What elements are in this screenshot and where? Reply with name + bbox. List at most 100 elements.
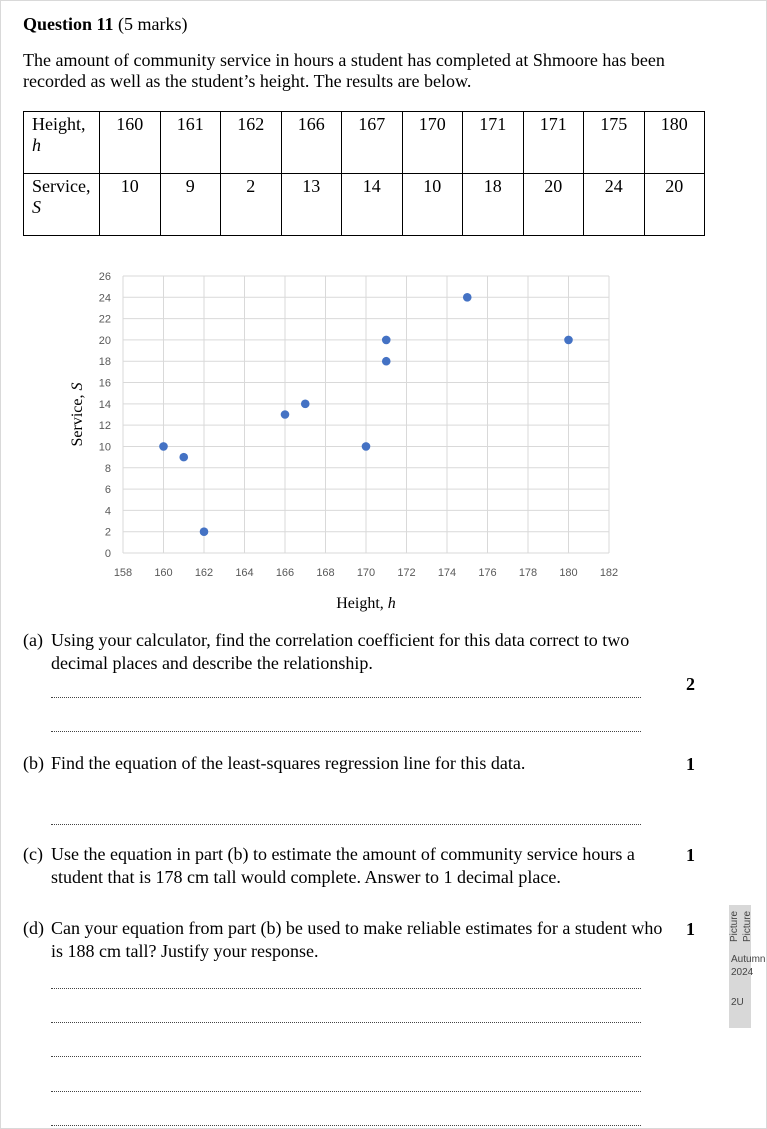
y-tick-label: 18 — [99, 356, 111, 368]
y-tick-label: 20 — [99, 335, 111, 347]
table-cell: 166 — [280, 111, 342, 174]
y-tick-label: 2 — [105, 527, 111, 539]
data-point — [179, 452, 189, 462]
data-point — [300, 399, 310, 409]
table-cell: 10 — [401, 173, 463, 236]
part-c-label: (c) — [23, 844, 43, 864]
row-header-height: Height, h — [23, 111, 100, 174]
y-tick-label: 12 — [99, 420, 111, 432]
table-cell: 10 — [99, 173, 161, 236]
answer-line[interactable] — [51, 1056, 641, 1057]
x-tick-label: 172 — [397, 567, 415, 579]
side-text-2: 2024 — [731, 967, 754, 978]
data-point — [199, 527, 209, 536]
table-cell: 13 — [280, 173, 342, 236]
table-cell: 170 — [401, 111, 463, 174]
x-tick-label: 178 — [519, 567, 537, 579]
part-a-marks: 2 — [686, 674, 695, 694]
table-cell: 20 — [643, 173, 705, 236]
side-text-1: Autumn — [731, 954, 766, 965]
table-cell: 160 — [99, 111, 161, 174]
answer-line[interactable] — [51, 697, 641, 698]
y-tick-label: 6 — [105, 484, 111, 496]
x-tick-label: 166 — [276, 567, 294, 579]
side-label-2: Picture — [742, 910, 753, 942]
data-point — [462, 293, 472, 302]
data-point — [361, 442, 371, 451]
table-cell: 171 — [522, 111, 584, 174]
part-d-marks: 1 — [686, 919, 695, 939]
answer-line[interactable] — [51, 1022, 641, 1023]
y-tick-label: 16 — [99, 378, 111, 390]
x-axis-label: Height, h — [336, 595, 396, 612]
x-tick-label: 164 — [235, 567, 253, 579]
part-b-text: Find the equation of the least-squares r… — [51, 753, 526, 773]
part-c: (c) Use the equation in part (b) to esti… — [23, 843, 663, 889]
x-tick-label: 158 — [114, 567, 132, 579]
part-d-text: Can your equation from part (b) be used … — [51, 918, 663, 961]
part-d: (d) Can your equation from part (b) be u… — [23, 917, 663, 963]
y-tick-label: 8 — [105, 463, 111, 475]
table-cell: 175 — [583, 111, 645, 174]
table-row-service: Service, S 10 9 2 13 14 10 18 20 24 20 — [23, 173, 705, 236]
data-point — [564, 335, 573, 345]
answer-line[interactable] — [51, 1125, 641, 1126]
y-tick-label: 14 — [99, 399, 111, 411]
question-marks: (5 marks) — [118, 14, 188, 34]
table-cell: 14 — [341, 173, 403, 236]
part-b-marks: 1 — [686, 754, 695, 774]
y-tick-label: 26 — [99, 271, 111, 283]
x-tick-label: 180 — [559, 567, 577, 579]
part-a-label: (a) — [23, 630, 43, 650]
y-tick-label: 24 — [99, 292, 111, 304]
table-cell: 24 — [583, 173, 645, 236]
answer-line[interactable] — [51, 988, 641, 989]
part-b: (b) Find the equation of the least-squar… — [23, 752, 663, 775]
table-cell: 180 — [643, 111, 705, 174]
y-tick-label: 10 — [99, 441, 111, 453]
table-cell: 171 — [462, 111, 524, 174]
x-tick-label: 182 — [600, 567, 618, 579]
y-axis-label: Service, S — [69, 383, 86, 447]
table-cell: 20 — [522, 173, 584, 236]
table-cell: 18 — [462, 173, 524, 236]
x-tick-label: 174 — [438, 567, 456, 579]
question-number: Question 11 — [23, 14, 114, 34]
y-tick-label: 0 — [105, 548, 111, 560]
table-cell: 9 — [159, 173, 221, 236]
part-c-text: Use the equation in part (b) to estimate… — [51, 844, 635, 887]
table-cell: 162 — [220, 111, 282, 174]
part-a: (a) Using your calculator, find the corr… — [23, 629, 663, 675]
part-b-label: (b) — [23, 753, 44, 773]
y-tick-label: 22 — [99, 314, 111, 326]
table-row-height: Height, h 160 161 162 166 167 170 171 171… — [23, 111, 705, 174]
data-point — [381, 356, 391, 366]
part-c-marks: 1 — [686, 845, 695, 865]
table-cell: 161 — [159, 111, 221, 174]
x-tick-label: 160 — [154, 567, 172, 579]
data-point — [159, 442, 168, 451]
side-text-3: 2U — [731, 997, 744, 1008]
question-title: Question 11 (5 marks) — [23, 14, 188, 35]
side-tab — [729, 905, 751, 1028]
data-point — [381, 335, 391, 345]
x-tick-label: 170 — [357, 567, 375, 579]
question-intro: The amount of community service in hours… — [23, 50, 665, 91]
scatter-chart: 0 2 4 6 8 10 12 14 16 18 20 22 24 26 158 160 162 164 166 16… — [60, 262, 640, 622]
side-label-1: Picture — [729, 910, 740, 942]
data-table: Height, h 160 161 162 166 167 170 171 171… — [23, 111, 705, 236]
x-tick-label: 168 — [316, 567, 334, 579]
y-tick-label: 4 — [105, 505, 111, 517]
answer-line[interactable] — [51, 824, 641, 825]
answer-line[interactable] — [51, 731, 641, 732]
part-a-text: Using your calculator, find the correlat… — [51, 630, 630, 673]
answer-line[interactable] — [51, 1091, 641, 1092]
data-point — [280, 410, 290, 419]
x-tick-label: 176 — [478, 567, 496, 579]
row-header-service: Service, S — [23, 173, 100, 236]
x-tick-label: 162 — [195, 567, 213, 579]
table-cell: 167 — [341, 111, 403, 174]
part-d-label: (d) — [23, 918, 44, 938]
table-cell: 2 — [220, 173, 282, 236]
